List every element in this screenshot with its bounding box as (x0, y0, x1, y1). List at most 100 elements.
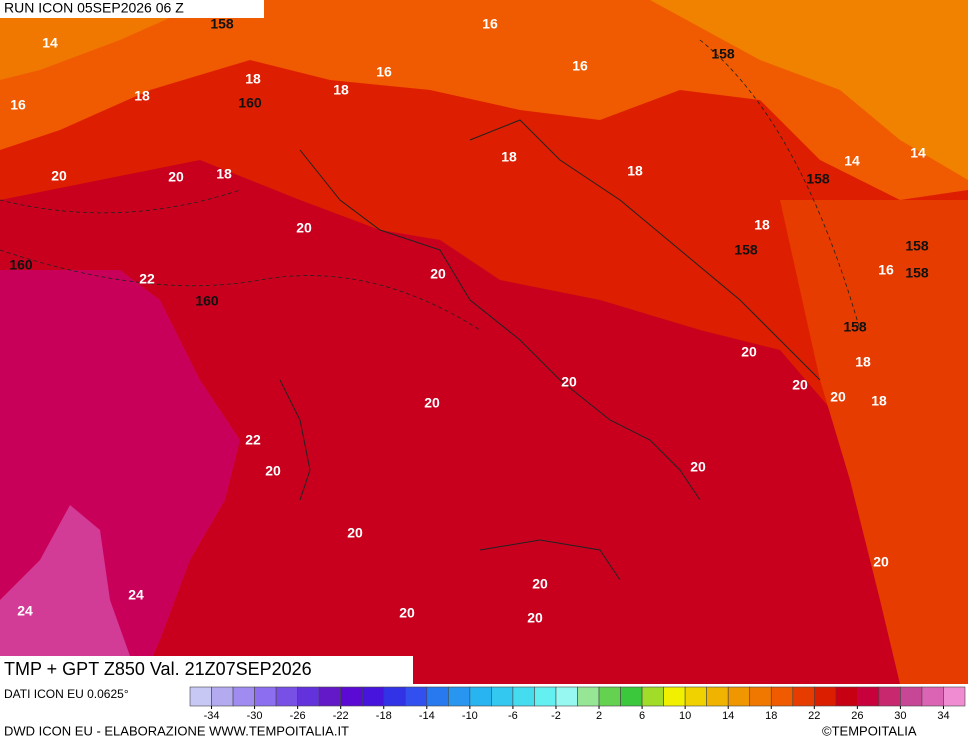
colorbar-tick-label: -2 (551, 710, 561, 722)
colorbar-swatch (340, 686, 363, 707)
colorbar-swatch (254, 686, 277, 707)
colorbar-swatch (770, 686, 794, 707)
temperature-label: 16 (482, 16, 498, 32)
colorbar-swatch (275, 686, 298, 707)
colorbar-swatch (189, 686, 212, 707)
run-label: RUN ICON 05SEP2026 06 Z (4, 0, 184, 16)
geopotential-label: 158 (905, 265, 929, 281)
colorbar-tick-label: 6 (639, 710, 645, 722)
colorbar-swatch (835, 686, 858, 707)
colorbar-tick-label: -30 (247, 710, 263, 722)
colorbar-tick-label: -22 (333, 710, 349, 722)
temperature-label: 20 (347, 525, 363, 541)
colorbar-swatch (749, 686, 772, 707)
colorbar-swatch (663, 686, 686, 707)
geopotential-label: 158 (711, 46, 735, 62)
colorbar-tick-label: 22 (808, 710, 820, 722)
colorbar-swatch (921, 686, 944, 707)
colorbar-tick-label: -14 (419, 710, 435, 722)
temperature-label: 18 (871, 393, 887, 409)
colorbar-tick-label: -34 (204, 710, 220, 722)
temperature-label: 16 (878, 262, 894, 278)
temperature-label: 22 (139, 271, 155, 287)
colorbar: -34 -30 -26 -22 -18 -14 -10 -6 -2 2 6 10 14 18 22 26 30 3… (189, 686, 966, 722)
temperature-label: 20 (532, 576, 548, 592)
temperature-label: 14 (910, 145, 926, 161)
colorbar-swatch (620, 686, 643, 707)
colorbar-swatch (211, 686, 234, 707)
temperature-label: 20 (741, 344, 757, 360)
colorbar-swatch (943, 686, 966, 707)
colorbar-swatch (792, 686, 815, 707)
temperature-label: 20 (830, 389, 846, 405)
zone (0, 0, 968, 200)
temperature-label: 22 (245, 432, 261, 448)
title-box (0, 656, 413, 684)
colorbar-swatch (232, 686, 255, 707)
zone (0, 0, 968, 560)
colorbar-swatch (598, 686, 621, 707)
colorbar-tick-label: -26 (290, 710, 306, 722)
temperature-label: 20 (792, 377, 808, 393)
map-title: TMP + GPT Z850 Val. 21Z07SEP2026 (4, 659, 312, 679)
temperature-label: 20 (51, 168, 67, 184)
colorbar-tick-label: 10 (679, 710, 691, 722)
geopotential-label: 158 (905, 238, 929, 254)
colorbar-swatch (491, 686, 514, 707)
header-box (0, 0, 264, 18)
credit: DWD ICON EU - ELABORAZIONE WWW.TEMPOITAL… (4, 723, 349, 738)
geopotential-label: 158 (734, 242, 758, 258)
temperature-label: 18 (501, 149, 517, 165)
temperature-label: 24 (128, 587, 144, 603)
temperature-label: 24 (17, 603, 33, 619)
temperature-label: 18 (333, 82, 349, 98)
temperature-label: 20 (873, 554, 889, 570)
colorbar-swatch (361, 686, 385, 707)
temperature-label: 20 (690, 459, 706, 475)
geopotential-label: 160 (238, 95, 262, 111)
temperature-label: 20 (296, 220, 312, 236)
colorbar-swatch (555, 686, 578, 707)
colorbar-tick-label: -10 (462, 710, 478, 722)
colorbar-tick-label: -6 (508, 710, 518, 722)
source-label: DATI ICON EU 0.0625° (4, 687, 129, 701)
geopotential-label: 158 (843, 319, 867, 335)
colorbar-tick-label: 30 (894, 710, 906, 722)
geopotential-label: 160 (195, 293, 219, 309)
colorbar-swatch (404, 686, 428, 707)
temperature-label: 20 (424, 395, 440, 411)
temperature-label: 18 (245, 71, 261, 87)
temperature-label: 18 (754, 217, 770, 233)
colorbar-swatch (706, 686, 729, 707)
colorbar-swatch (727, 686, 751, 707)
geopotential-label: 160 (9, 257, 33, 273)
temperature-label: 20 (527, 610, 543, 626)
colorbar-tick-label: -18 (376, 710, 392, 722)
zone (0, 0, 210, 80)
colorbar-swatch (900, 686, 923, 707)
colorbar-swatch (448, 686, 471, 707)
geopotential-label: 158 (806, 171, 830, 187)
temperature-label: 16 (376, 64, 392, 80)
colorbar-swatch (297, 686, 320, 707)
temperature-label: 16 (572, 58, 588, 74)
temperature-label: 20 (168, 169, 184, 185)
copyright: ©TEMPOITALIA (822, 723, 917, 738)
zone (0, 505, 140, 684)
colorbar-swatch (684, 686, 707, 707)
colorbar-swatch (857, 686, 880, 707)
temperature-label: 20 (430, 266, 446, 282)
coastline (279, 119, 821, 581)
colorbar-swatch (469, 686, 492, 707)
temperature-label: 18 (627, 163, 643, 179)
colorbar-tick-label: 18 (765, 710, 777, 722)
colorbar-swatch (534, 686, 557, 707)
colorbar-swatch (878, 686, 901, 707)
colorbar-swatch (426, 686, 449, 707)
temperature-label: 14 (42, 35, 58, 51)
colorbar-swatch (512, 686, 535, 707)
temperature-label: 18 (216, 166, 232, 182)
